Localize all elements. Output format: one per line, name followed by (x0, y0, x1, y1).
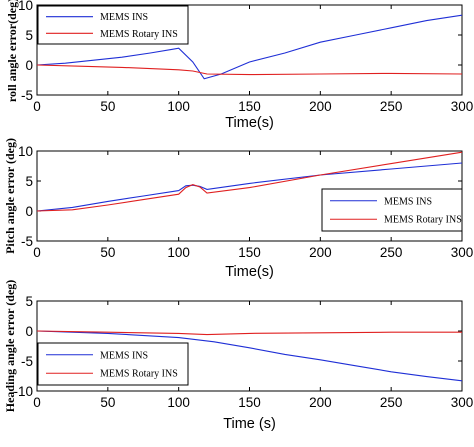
x-tick-label: 150 (238, 99, 261, 114)
y-tick-label: -5 (21, 88, 33, 103)
y-tick-label: 10 (18, 144, 33, 159)
x-tick-label: 200 (309, 395, 332, 410)
x-tick-label: 50 (100, 395, 115, 410)
x-tick-label: 150 (238, 395, 261, 410)
legend-label: MEMS INS (100, 350, 148, 361)
legend-box (37, 342, 189, 386)
x-tick-label: 50 (100, 99, 115, 114)
series-line-mems-ins (36, 14, 463, 80)
x-tick-label: 100 (167, 245, 190, 260)
x-tick-label: 50 (100, 245, 115, 260)
y-tick-label: -10 (13, 384, 33, 399)
y-axis-label: roll angle error(deg) (5, 0, 19, 102)
x-tick-label: 150 (238, 245, 261, 260)
legend-label: MEMS INS (384, 196, 432, 207)
legend-label: MEMS Rotary INS (100, 369, 178, 380)
series-line-mems-rotary-ins (36, 64, 463, 76)
x-tick-label: 250 (380, 245, 403, 260)
y-tick-label: 0 (25, 324, 33, 339)
x-tick-label: 0 (33, 245, 41, 260)
x-axis-label: Time (s) (223, 416, 276, 432)
legend-box (37, 5, 189, 45)
x-tick-label: 250 (380, 395, 403, 410)
y-tick-label: 5 (25, 294, 33, 309)
x-tick-label: 300 (451, 395, 474, 410)
y-tick-label: -5 (21, 234, 33, 249)
x-tick-label: 200 (309, 99, 332, 114)
x-tick-label: 200 (309, 245, 332, 260)
legend-label: MEMS INS (100, 12, 148, 23)
legend: MEMS INS MEMS Rotary INS (37, 5, 189, 45)
y-tick-label: 5 (25, 28, 33, 43)
x-tick-label: 300 (451, 99, 474, 114)
x-tick-label: 100 (167, 395, 190, 410)
x-tick-label: 300 (451, 245, 474, 260)
x-axis-label: Time(s) (225, 115, 274, 131)
x-tick-label: 250 (380, 99, 403, 114)
x-axis-label: Time(s) (225, 264, 274, 280)
legend-label: MEMS Rotary INS (100, 29, 178, 40)
legend-box (321, 188, 463, 232)
x-tick-label: 0 (33, 99, 41, 114)
y-tick-label: 0 (25, 204, 33, 219)
y-tick-label: 0 (25, 58, 33, 73)
series-line-mems-rotary-ins (36, 151, 463, 212)
x-tick-label: 100 (167, 99, 190, 114)
legend: MEMS INS MEMS Rotary INS (37, 342, 189, 386)
y-axis-label: Pitch angle error (deg) (3, 138, 17, 254)
series-line-mems-ins (36, 330, 463, 382)
y-tick-label: -5 (21, 354, 33, 369)
x-tick-label: 0 (33, 395, 41, 410)
series-line-mems-rotary-ins (36, 330, 462, 336)
y-tick-label: 10 (18, 0, 33, 13)
y-tick-label: 5 (25, 174, 33, 189)
y-axis-label: Heading angle error (deg) (3, 280, 17, 413)
legend-label: MEMS Rotary INS (384, 215, 462, 226)
legend: MEMS INS MEMS Rotary INS (321, 188, 463, 232)
